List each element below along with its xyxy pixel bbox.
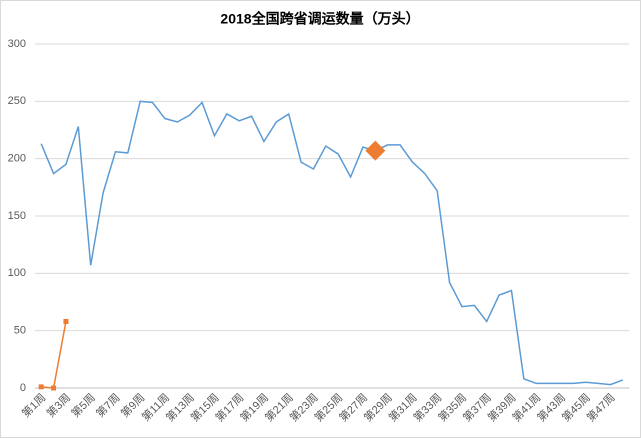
point-marker	[38, 384, 44, 390]
y-tick-label: 300	[8, 38, 26, 50]
y-tick-label: 250	[8, 95, 26, 107]
y-tick-label: 100	[8, 267, 26, 279]
highlight-marker	[365, 140, 386, 161]
series-line	[40, 100, 624, 386]
chart-title: 2018全国跨省调运数量（万头）	[220, 11, 419, 27]
y-tick-label: 150	[8, 210, 26, 222]
y-tick-label: 0	[20, 382, 26, 394]
y-tick-label: 200	[8, 153, 26, 165]
y-tick-label: 50	[14, 325, 26, 337]
point-marker	[63, 318, 69, 324]
point-marker	[51, 385, 57, 391]
